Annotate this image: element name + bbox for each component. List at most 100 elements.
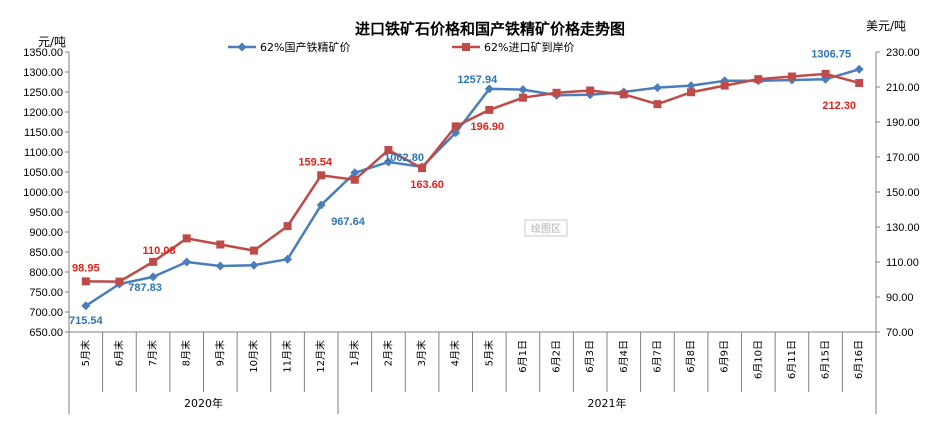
left-tick-label: 1100.00 <box>24 147 63 159</box>
category-label: 3月末 <box>415 340 428 366</box>
series-point-1 <box>182 234 191 243</box>
left-tick-label: 1000.00 <box>23 187 63 199</box>
series-point-0 <box>81 301 91 311</box>
series-point-0 <box>148 272 158 282</box>
category-label: 7月末 <box>146 340 159 366</box>
category-label: 6月4日 <box>618 340 630 373</box>
right-tick-label: 90.00 <box>886 292 914 304</box>
year-label: 2020年 <box>184 396 223 410</box>
category-label: 6月11日 <box>786 340 798 379</box>
series-point-1 <box>216 240 225 249</box>
series-point-1 <box>384 146 393 154</box>
legend-marker <box>462 43 470 51</box>
left-tick-label: 1250.00 <box>23 87 63 99</box>
category-label: 12月末 <box>314 340 327 373</box>
year-label: 2021年 <box>588 396 627 410</box>
series-point-1 <box>149 257 158 266</box>
series-point-1 <box>418 164 427 173</box>
left-tick-label: 1350.00 <box>23 47 63 59</box>
right-axis-unit: 美元/吨 <box>866 19 906 33</box>
category-label: 2月末 <box>381 340 394 366</box>
category-label: 5月末 <box>482 340 495 366</box>
series-point-1 <box>81 277 90 286</box>
series-point-1 <box>787 72 796 81</box>
data-label-1: 163.60 <box>410 179 444 191</box>
legend-label: 62%国产铁精矿价 <box>260 40 350 54</box>
right-tick-label: 190.00 <box>886 117 920 129</box>
category-label: 6月9日 <box>719 340 731 373</box>
series-point-1 <box>586 86 595 95</box>
category-label: 6月3日 <box>584 340 596 373</box>
category-label: 1月末 <box>348 340 361 366</box>
left-tick-label: 700.00 <box>29 307 63 319</box>
left-tick-label: 950.00 <box>29 207 63 219</box>
data-label-1: 159.54 <box>298 156 333 168</box>
data-label-0: 967.64 <box>331 216 366 228</box>
data-label-1: 196.90 <box>470 121 504 133</box>
category-label: 10月末 <box>247 340 260 373</box>
series-point-0 <box>316 200 326 210</box>
data-label-0: 787.83 <box>128 282 162 294</box>
left-tick-label: 650.00 <box>29 327 63 339</box>
category-label: 5月末 <box>79 340 92 366</box>
plot-area-tooltip: 绘图区 <box>524 219 568 237</box>
series-point-0 <box>518 85 528 95</box>
data-label-1: 110.08 <box>143 245 176 257</box>
data-label-1: 212.30 <box>822 100 856 112</box>
left-tick-label: 1200.00 <box>23 107 63 119</box>
series-point-1 <box>317 171 326 180</box>
series-point-1 <box>754 75 763 84</box>
series-point-0 <box>350 168 360 178</box>
data-label-0: 1306.75 <box>811 48 851 60</box>
data-label-1: 98.95 <box>72 262 100 274</box>
right-tick-label: 70.00 <box>886 327 914 339</box>
series-point-0 <box>283 254 293 264</box>
series-point-1 <box>283 222 292 231</box>
data-label-0: 1062.80 <box>384 152 424 164</box>
category-label: 6月8日 <box>685 340 697 373</box>
left-tick-label: 1050.00 <box>23 167 63 179</box>
series-point-1 <box>821 69 830 78</box>
series-line-1 <box>85 72 860 283</box>
series-layer <box>81 64 864 311</box>
right-tick-label: 210.00 <box>886 82 920 94</box>
category-label: 6月末 <box>112 340 125 366</box>
legend-marker <box>237 42 247 52</box>
data-labels: 715.54 787.83 967.64 1062.80 1257.94 1306.75 9… <box>69 48 856 326</box>
series-point-1 <box>653 100 662 109</box>
category-label: 9月末 <box>213 340 226 366</box>
series-point-1 <box>518 93 527 102</box>
series-point-1 <box>720 81 729 90</box>
series-point-0 <box>383 157 393 167</box>
series-point-0 <box>652 83 662 93</box>
left-tick-label: 1300.00 <box>23 67 63 79</box>
chart-title: 进口铁矿石价格和国产铁精矿价格走势图 <box>355 20 625 38</box>
series-point-0 <box>215 261 225 271</box>
legend: 62%国产铁精矿价 62%进口矿到岸价 <box>228 40 574 54</box>
series-point-1 <box>115 277 124 286</box>
left-tick-label: 1150.00 <box>24 127 63 139</box>
legend-label: 62%进口矿到岸价 <box>484 41 574 54</box>
category-label: 6月1日 <box>517 340 529 373</box>
right-tick-label: 230.00 <box>886 47 920 59</box>
series-point-0 <box>249 260 259 270</box>
category-label: 6月16日 <box>853 340 865 379</box>
right-tick-label: 170.00 <box>886 152 920 164</box>
series-point-0 <box>182 257 192 267</box>
series-line-0 <box>85 68 860 307</box>
category-label: 11月末 <box>281 340 294 373</box>
category-label: 6月2日 <box>551 340 563 373</box>
series-point-1 <box>619 90 628 99</box>
category-label: 6月15日 <box>820 340 832 379</box>
series-point-1 <box>552 88 561 97</box>
category-label: 8月末 <box>180 340 193 366</box>
data-label-0: 715.54 <box>69 315 104 327</box>
left-tick-label: 750.00 <box>29 287 63 299</box>
category-label: 6月10日 <box>752 340 764 379</box>
axes: 650.00 700.00 750.00 800.00 850.00 900.00 950.… <box>23 47 920 414</box>
series-point-1 <box>451 122 460 131</box>
series-point-1 <box>350 175 359 184</box>
series-point-0 <box>686 81 696 91</box>
right-tick-label: 150.00 <box>886 187 920 199</box>
